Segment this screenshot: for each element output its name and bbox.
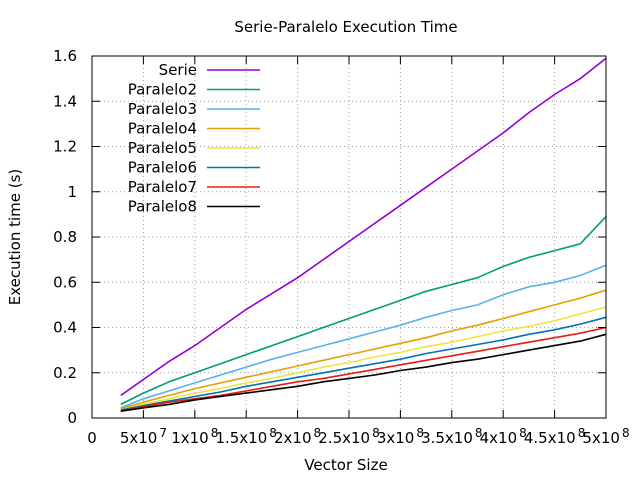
x-tick-label: 4x10 8	[480, 426, 527, 447]
legend-label: Paralelo8	[128, 198, 197, 216]
x-tick-label-base: 4.5x10	[524, 429, 576, 447]
x-tick-label: 2.5x10 8	[318, 426, 379, 447]
x-tick-label: 5x10 7	[120, 426, 167, 447]
x-tick-label-exponent: 8	[211, 426, 219, 440]
y-tick-label: 0.8	[53, 228, 77, 246]
x-tick-label: 0	[87, 429, 97, 447]
x-tick-label: 4.5x10 8	[524, 426, 585, 447]
x-tick-label-base: 2x10	[274, 429, 312, 447]
x-tick-label-exponent: 7	[159, 426, 167, 440]
x-tick-label-base: 1x10	[171, 429, 209, 447]
y-tick-label: 1.6	[53, 47, 77, 65]
series-line-paralelo6	[120, 316, 607, 411]
series-line-paralelo8	[120, 333, 607, 412]
y-tick-label: 1.2	[53, 138, 77, 156]
x-tick-label-base: 3x10	[377, 429, 415, 447]
x-tick-label-exponent: 8	[622, 426, 630, 440]
legend-label: Paralelo5	[128, 139, 197, 157]
x-tick-label: 1.5x10 8	[215, 426, 276, 447]
legend-label: Paralelo2	[128, 81, 197, 99]
series-line-paralelo3	[120, 264, 607, 409]
y-tick-label: 1.4	[53, 92, 77, 110]
series-line-serie	[120, 57, 607, 397]
y-axis-label: Execution time (s)	[6, 169, 24, 306]
x-tick-label-exponent: 8	[314, 426, 322, 440]
y-tick-label: 0.2	[53, 364, 77, 382]
x-tick-label-exponent: 8	[269, 426, 277, 440]
x-tick-label-base: 4x10	[480, 429, 518, 447]
series-line-paralelo4	[120, 289, 607, 410]
y-tick-label: 0	[67, 409, 77, 427]
legend-label: Paralelo3	[128, 100, 197, 118]
x-tick-label-base: 1.5x10	[215, 429, 267, 447]
x-axis-label: Vector Size	[304, 456, 387, 474]
legend-label: Paralelo7	[128, 178, 197, 196]
y-axis-ticks: 0 0.2 0.4 0.6 0.8 1 1.2 1.4 1.6	[53, 47, 606, 427]
x-tick-label-exponent: 8	[519, 426, 527, 440]
x-tick-label-exponent: 8	[416, 426, 424, 440]
x-tick-label-base: 2.5x10	[318, 429, 370, 447]
x-tick-label-base: 5x10	[120, 429, 158, 447]
x-tick-label-base: 5x10	[582, 429, 620, 447]
x-tick-label-base: 3.5x10	[421, 429, 473, 447]
chart-title: Serie-Paralelo Execution Time	[234, 18, 457, 36]
x-tick-label-exponent: 8	[372, 426, 380, 440]
x-tick-label-exponent: 8	[475, 426, 483, 440]
y-tick-label: 0.4	[53, 319, 77, 337]
series-line-paralelo2	[120, 216, 607, 406]
x-tick-label: 5x10 8	[582, 426, 629, 447]
x-tick-label: 3x10 8	[377, 426, 424, 447]
series-line-paralelo5	[120, 306, 607, 411]
legend-label: Serie	[159, 61, 197, 79]
x-tick-label-exponent: 8	[578, 426, 586, 440]
y-tick-label: 1	[67, 183, 77, 201]
x-tick-label-base: 0	[87, 429, 97, 447]
legend-label: Paralelo6	[128, 159, 197, 177]
legend-label: Paralelo4	[128, 120, 197, 138]
x-tick-label: 3.5x10 8	[421, 426, 482, 447]
x-tick-label: 2x10 8	[274, 426, 321, 447]
series-lines	[120, 57, 607, 412]
legend: SerieParalelo2Paralelo3Paralelo4Paralelo…	[128, 61, 260, 216]
y-tick-label: 0.6	[53, 273, 77, 291]
series-line-paralelo7	[120, 326, 607, 412]
x-tick-label: 1x10 8	[171, 426, 218, 447]
